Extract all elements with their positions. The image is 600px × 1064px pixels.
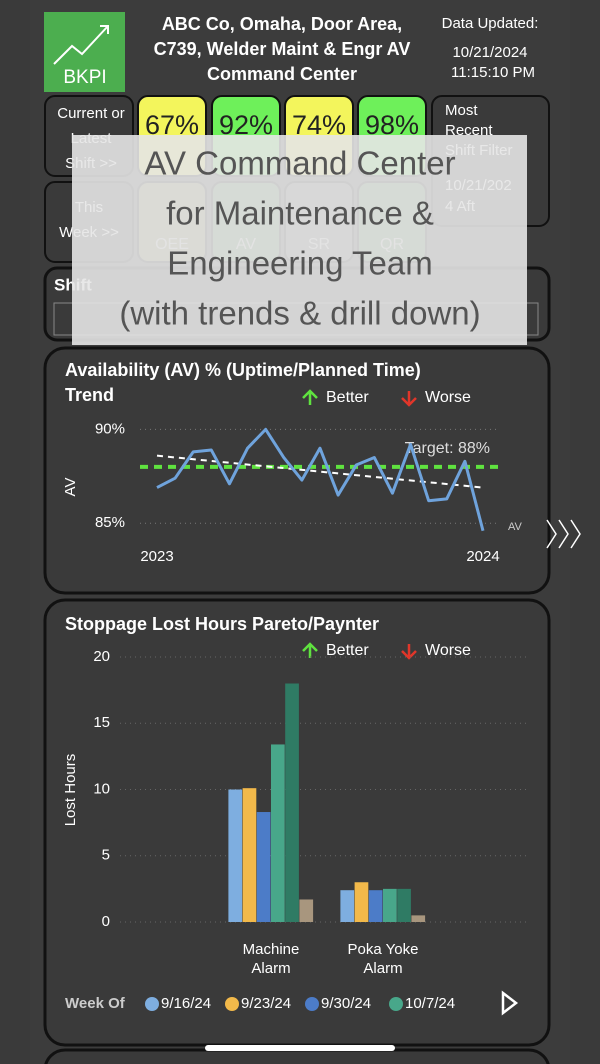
bar[interactable] <box>299 899 314 922</box>
header-title: ABC Co, Omaha, Door Area, <box>162 14 402 34</box>
legend-entry: 10/7/24 <box>405 995 455 1012</box>
updated-date: 10/21/2024 <box>452 44 527 61</box>
x-tick-label: 2023 <box>140 548 173 565</box>
legend-worse: Worse <box>425 389 471 406</box>
x-tick-label: 2024 <box>466 548 499 565</box>
kpi-label: Current or <box>57 105 125 122</box>
av-card <box>43 346 551 595</box>
bar[interactable] <box>397 888 411 922</box>
bar[interactable] <box>271 744 285 922</box>
y-tick-label: 90% <box>95 420 125 437</box>
filter-label: Most <box>445 102 478 119</box>
bar[interactable] <box>242 788 257 922</box>
bar[interactable] <box>411 915 426 922</box>
x-tick-label: Poka Yoke Alarm <box>347 941 419 977</box>
bar[interactable] <box>340 890 355 922</box>
legend-swatch <box>225 997 239 1011</box>
filter-label: Recent <box>445 122 493 139</box>
legend-title: Week Of <box>65 995 126 1012</box>
better-arrow <box>302 389 318 405</box>
legend-better: Better <box>326 642 369 659</box>
worse-arrow <box>401 644 417 660</box>
bar[interactable] <box>228 789 243 923</box>
y-tick-label: 5 <box>102 847 110 864</box>
logo-text: BKPI <box>63 67 106 88</box>
legend-worse: Worse <box>425 642 471 659</box>
updated-label: Data Updated: <box>442 15 539 32</box>
chevron[interactable] <box>546 519 557 549</box>
next-card <box>44 1048 550 1064</box>
y-axis-label: Lost Hours <box>62 754 79 827</box>
series-label: AV <box>508 521 523 533</box>
y-tick-label: 20 <box>93 648 110 665</box>
av-line <box>156 427 485 532</box>
legend-entry: 9/30/24 <box>321 995 371 1012</box>
legend-swatch <box>305 997 319 1011</box>
worse-arrow <box>401 391 417 407</box>
header-title: C739, Welder Maint & Engr AV <box>154 39 411 59</box>
home-indicator <box>205 1045 395 1051</box>
overlay-banner <box>72 135 527 345</box>
bar[interactable] <box>256 812 271 922</box>
target-label: Target: 88% <box>405 440 490 457</box>
overlay-text: for Maintenance & <box>166 195 434 232</box>
bar[interactable] <box>368 890 383 922</box>
chevron[interactable] <box>570 519 581 549</box>
overlay-text: (with trends & drill down) <box>119 295 480 332</box>
better-arrow <box>302 642 318 658</box>
legend-better: Better <box>326 389 369 406</box>
legend-swatch <box>389 997 403 1011</box>
y-tick-label: 85% <box>95 514 125 531</box>
overlay-text: AV Command Center <box>144 145 455 182</box>
updated-time: 11:15:10 PM <box>451 64 535 81</box>
legend-swatch <box>145 997 159 1011</box>
y-axis-label: AV <box>62 478 79 497</box>
legend-entry: 9/23/24 <box>241 995 291 1012</box>
chart-title: Stoppage Lost Hours Pareto/Paynter <box>65 614 379 634</box>
logo-arrow-head <box>100 25 109 34</box>
y-tick-label: 15 <box>93 714 110 731</box>
next-page[interactable] <box>501 990 519 1016</box>
bar[interactable] <box>354 882 369 922</box>
chart-title: Trend <box>65 385 114 405</box>
chevron[interactable] <box>558 519 569 549</box>
logo-arrow <box>53 25 109 65</box>
bar[interactable] <box>285 683 299 923</box>
header-title: Command Center <box>207 64 357 84</box>
x-tick-label: Machine Alarm <box>242 941 300 977</box>
overlay-text: Engineering Team <box>167 245 432 282</box>
chart-title: Availability (AV) % (Uptime/Planned Time… <box>65 360 421 380</box>
bar[interactable] <box>383 888 397 922</box>
y-tick-label: 10 <box>93 780 110 797</box>
y-tick-label: 0 <box>102 913 110 930</box>
legend-entry: 9/16/24 <box>161 995 211 1012</box>
